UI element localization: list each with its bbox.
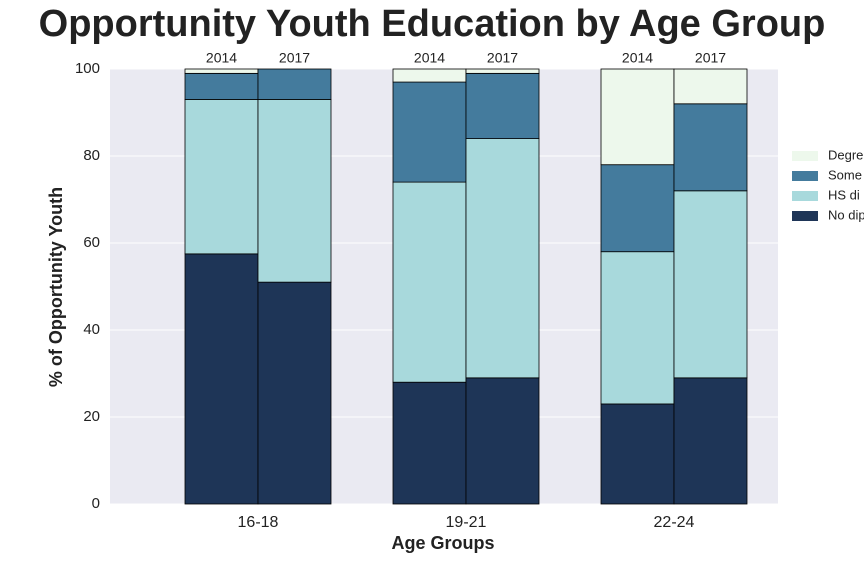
bar-segment <box>465 138 540 379</box>
bar-segment <box>392 68 467 83</box>
bar-segment <box>673 377 748 505</box>
bar-segment <box>184 72 259 100</box>
legend-swatch <box>792 151 818 161</box>
bar-segment <box>257 99 332 283</box>
bar-segment <box>465 72 540 139</box>
bar-segment <box>257 68 332 100</box>
x-tick-label: 22-24 <box>654 514 695 531</box>
y-tick-label: 0 <box>92 495 100 512</box>
legend-label: Degre <box>828 147 863 162</box>
bar-segment <box>392 381 467 505</box>
bar-year-label: 2017 <box>695 50 726 66</box>
bar-segment <box>600 164 675 253</box>
bar-year-label: 2014 <box>206 50 237 66</box>
chart-title: Opportunity Youth Education by Age Group <box>39 3 826 45</box>
bar-segment <box>184 68 259 74</box>
bar-segment <box>465 377 540 505</box>
x-axis-label: Age Groups <box>391 533 494 553</box>
bar-segment <box>600 68 675 166</box>
x-tick-label: 19-21 <box>446 514 487 531</box>
y-tick-label: 80 <box>83 147 100 164</box>
bar-segment <box>184 99 259 255</box>
y-tick-label: 100 <box>75 60 100 77</box>
bar-year-label: 2014 <box>622 50 653 66</box>
bar-segment <box>673 103 748 192</box>
legend-label: Some <box>828 167 862 182</box>
legend-label: No dip <box>828 207 864 222</box>
y-tick-label: 40 <box>83 321 100 338</box>
bar-year-label: 2017 <box>279 50 310 66</box>
x-tick-label: 16-18 <box>238 514 279 531</box>
legend-swatch <box>792 191 818 201</box>
legend-swatch <box>792 171 818 181</box>
y-tick-label: 20 <box>83 408 100 425</box>
bar-segment <box>184 253 259 505</box>
legend-label: HS di <box>828 187 860 202</box>
bar-segment <box>600 403 675 505</box>
bar-segment <box>392 81 467 183</box>
legend-swatch <box>792 211 818 221</box>
bar-segment <box>600 251 675 405</box>
bar-segment <box>673 68 748 105</box>
bar-segment <box>465 68 540 74</box>
bar-segment <box>392 181 467 383</box>
y-axis-label: % of Opportunity Youth <box>46 187 66 387</box>
bar-year-label: 2017 <box>487 50 518 66</box>
bar-year-label: 2014 <box>414 50 445 66</box>
y-tick-label: 60 <box>83 234 100 251</box>
bar-segment <box>257 281 332 505</box>
bar-segment <box>673 190 748 379</box>
